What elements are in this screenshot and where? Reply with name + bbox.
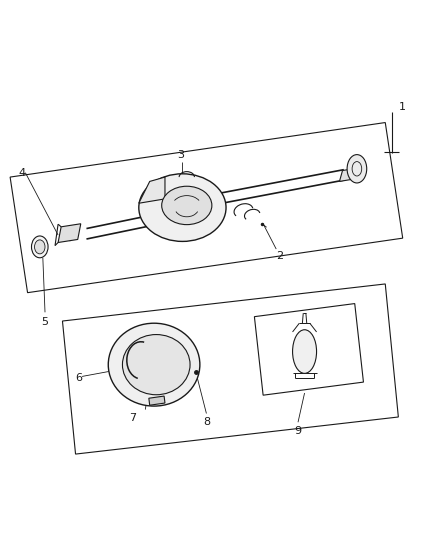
Ellipse shape xyxy=(108,323,199,406)
Text: 3: 3 xyxy=(177,150,184,159)
Text: 5: 5 xyxy=(42,317,49,327)
Text: 7: 7 xyxy=(128,413,135,423)
Ellipse shape xyxy=(161,186,212,224)
Text: 6: 6 xyxy=(75,373,82,383)
Ellipse shape xyxy=(292,330,316,374)
Polygon shape xyxy=(339,168,355,181)
Polygon shape xyxy=(148,396,165,405)
Text: 8: 8 xyxy=(202,417,209,427)
Text: 1: 1 xyxy=(397,102,404,112)
Ellipse shape xyxy=(32,236,48,258)
Ellipse shape xyxy=(346,155,366,183)
Text: 2: 2 xyxy=(276,251,283,261)
Polygon shape xyxy=(58,224,81,243)
Polygon shape xyxy=(138,177,165,203)
Ellipse shape xyxy=(122,335,190,395)
Text: 4: 4 xyxy=(19,168,26,177)
Ellipse shape xyxy=(138,174,226,241)
Ellipse shape xyxy=(35,240,45,254)
Text: 9: 9 xyxy=(294,426,301,435)
